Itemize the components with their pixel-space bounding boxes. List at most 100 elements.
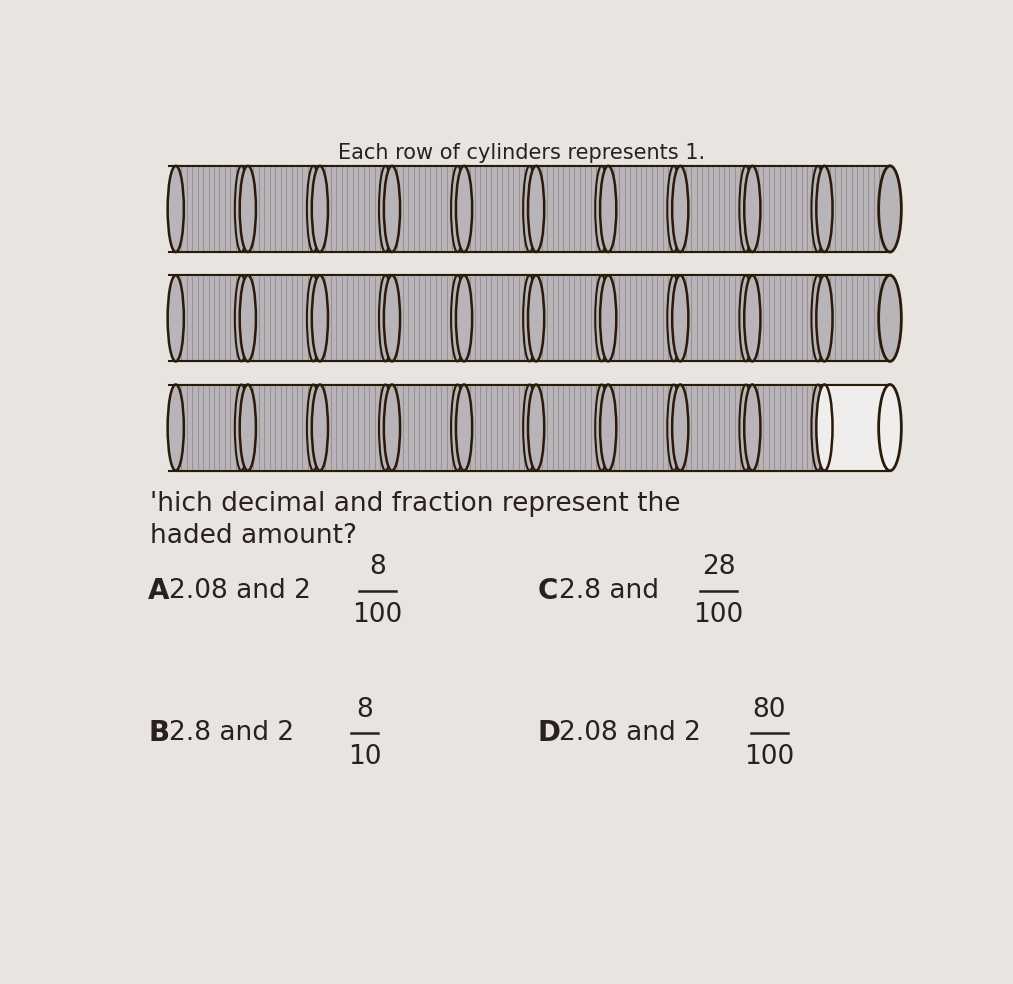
Ellipse shape (739, 276, 753, 361)
Ellipse shape (528, 385, 544, 470)
Ellipse shape (673, 276, 689, 361)
Bar (392, 385, 458, 470)
Ellipse shape (240, 385, 256, 470)
Ellipse shape (600, 385, 616, 470)
Ellipse shape (456, 276, 472, 361)
Ellipse shape (668, 276, 681, 361)
Ellipse shape (816, 385, 833, 470)
Ellipse shape (739, 385, 753, 470)
Text: D: D (537, 719, 560, 747)
Bar (320, 276, 386, 361)
Text: 10: 10 (348, 744, 382, 770)
Bar (320, 385, 386, 470)
Bar (753, 166, 817, 252)
Text: 2.8 and 2: 2.8 and 2 (169, 720, 295, 746)
Ellipse shape (384, 276, 400, 361)
Ellipse shape (379, 166, 392, 252)
Ellipse shape (384, 385, 400, 470)
Ellipse shape (451, 385, 464, 470)
Ellipse shape (528, 166, 544, 252)
Ellipse shape (379, 276, 392, 361)
Ellipse shape (307, 276, 320, 361)
Ellipse shape (523, 166, 536, 252)
Ellipse shape (745, 166, 761, 252)
Text: haded amount?: haded amount? (150, 523, 357, 549)
Ellipse shape (240, 166, 256, 252)
Text: 'hich decimal and fraction represent the: 'hich decimal and fraction represent the (150, 491, 681, 517)
Ellipse shape (451, 166, 464, 252)
Bar (681, 276, 746, 361)
Ellipse shape (167, 166, 183, 252)
Ellipse shape (739, 166, 753, 252)
Bar (536, 276, 602, 361)
Bar (464, 166, 530, 252)
Ellipse shape (596, 276, 608, 361)
Bar (825, 166, 890, 252)
Ellipse shape (307, 385, 320, 470)
Bar (536, 166, 602, 252)
Ellipse shape (596, 166, 608, 252)
Bar (825, 276, 890, 361)
Ellipse shape (235, 166, 248, 252)
Bar (392, 166, 458, 252)
Ellipse shape (167, 385, 183, 470)
Ellipse shape (456, 166, 472, 252)
Ellipse shape (379, 385, 392, 470)
Text: 100: 100 (694, 601, 744, 628)
Bar (825, 385, 890, 470)
Ellipse shape (816, 276, 833, 361)
Bar (536, 385, 602, 470)
Bar (464, 385, 530, 470)
Bar (248, 385, 313, 470)
Ellipse shape (811, 385, 825, 470)
Ellipse shape (235, 276, 248, 361)
Bar (248, 166, 313, 252)
Ellipse shape (668, 385, 681, 470)
Ellipse shape (745, 385, 761, 470)
Text: 100: 100 (744, 744, 794, 770)
Bar (464, 276, 530, 361)
Text: C: C (537, 577, 558, 605)
Text: 2.08 and 2: 2.08 and 2 (559, 720, 701, 746)
Bar (753, 385, 817, 470)
Bar (608, 276, 674, 361)
Text: 2.8 and: 2.8 and (559, 578, 659, 604)
Bar (753, 276, 817, 361)
Text: 100: 100 (353, 601, 403, 628)
Ellipse shape (523, 385, 536, 470)
Bar (175, 385, 241, 470)
Bar (608, 166, 674, 252)
Text: 28: 28 (702, 554, 735, 581)
Ellipse shape (673, 385, 689, 470)
Bar (392, 276, 458, 361)
Text: 2.08 and 2: 2.08 and 2 (169, 578, 311, 604)
Ellipse shape (312, 166, 328, 252)
Bar (681, 166, 746, 252)
Ellipse shape (816, 166, 833, 252)
Ellipse shape (673, 166, 689, 252)
Ellipse shape (878, 385, 902, 470)
Bar (175, 276, 241, 361)
Text: B: B (148, 719, 169, 747)
Text: A: A (148, 577, 170, 605)
Ellipse shape (600, 166, 616, 252)
Ellipse shape (600, 276, 616, 361)
Text: 8: 8 (357, 697, 373, 722)
Text: 8: 8 (370, 554, 386, 581)
Ellipse shape (745, 276, 761, 361)
Bar (681, 385, 746, 470)
Ellipse shape (307, 166, 320, 252)
Ellipse shape (451, 276, 464, 361)
Bar (175, 166, 241, 252)
Ellipse shape (878, 276, 902, 361)
Bar (608, 385, 674, 470)
Ellipse shape (384, 166, 400, 252)
Bar (248, 276, 313, 361)
Ellipse shape (596, 385, 608, 470)
Ellipse shape (456, 385, 472, 470)
Ellipse shape (235, 385, 248, 470)
Ellipse shape (167, 276, 183, 361)
Text: Each row of cylinders represents 1.: Each row of cylinders represents 1. (338, 143, 705, 162)
Ellipse shape (312, 385, 328, 470)
Ellipse shape (668, 166, 681, 252)
